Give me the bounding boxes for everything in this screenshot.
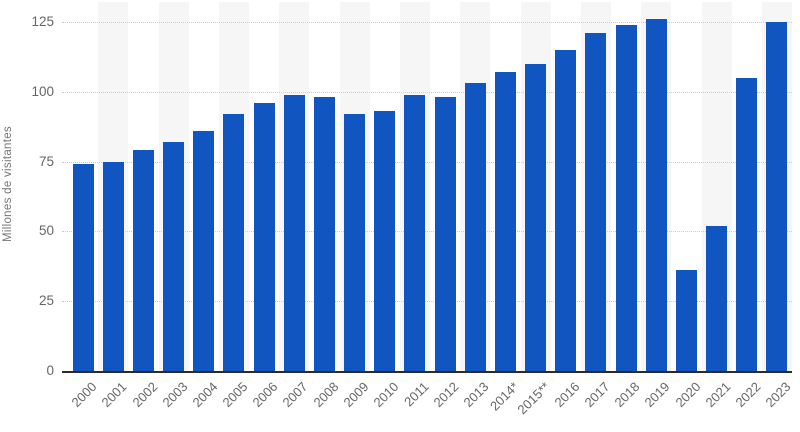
x-axis-tick-label: 2005 <box>219 379 251 411</box>
x-axis-tick-label: 2016 <box>551 379 583 411</box>
bar[interactable] <box>675 270 697 371</box>
y-axis-tick-label: 75 <box>38 153 54 169</box>
y-axis-tick-label: 25 <box>38 293 54 309</box>
bar[interactable] <box>434 97 456 371</box>
x-axis-tick-label: 2009 <box>340 379 372 411</box>
x-axis-tick-label: 2023 <box>762 379 794 411</box>
bar[interactable] <box>736 77 758 371</box>
bar[interactable] <box>706 225 728 371</box>
bar[interactable] <box>283 94 305 371</box>
x-axis-tick-label: 2001 <box>98 379 130 411</box>
bar[interactable] <box>193 130 215 371</box>
x-axis-line <box>62 371 792 373</box>
x-axis-tick-label: 2002 <box>128 379 161 411</box>
x-axis-tick-label: 2008 <box>309 379 342 411</box>
x-axis-tick-label: 2007 <box>279 379 311 411</box>
bar[interactable] <box>72 164 94 371</box>
gridline <box>62 231 792 233</box>
y-axis-tick-label: 0 <box>46 363 54 378</box>
bar[interactable] <box>102 161 124 371</box>
x-axis-tick-label: 2019 <box>641 379 673 411</box>
x-axis-tick-label: 2010 <box>370 379 402 411</box>
gridline <box>62 22 792 23</box>
bar[interactable] <box>464 83 486 371</box>
y-axis-tick-label: 100 <box>31 83 54 99</box>
x-axis-tick-label: 2015** <box>513 379 553 418</box>
bar[interactable] <box>344 114 366 371</box>
gridline <box>62 91 792 93</box>
bar[interactable] <box>374 111 396 371</box>
x-axis-tick-label: 2013 <box>460 379 492 411</box>
x-axis-tick-label: 2000 <box>68 379 100 411</box>
y-axis-title: Millones de visitantes <box>2 126 14 242</box>
bar[interactable] <box>253 102 275 371</box>
bar[interactable] <box>555 49 577 371</box>
bar[interactable] <box>766 22 788 371</box>
bar[interactable] <box>223 114 245 371</box>
bar[interactable] <box>585 33 607 371</box>
x-axis-tick-label: 2006 <box>249 379 281 411</box>
x-axis-tick-label: 2012 <box>430 379 462 411</box>
bar[interactable] <box>313 97 335 371</box>
bar[interactable] <box>615 24 637 371</box>
bar[interactable] <box>494 72 516 371</box>
bar[interactable] <box>163 142 185 371</box>
x-axis-tick-label: 2011 <box>401 379 432 410</box>
x-axis-tick-label: 2004 <box>189 379 221 411</box>
gridline <box>62 301 792 303</box>
bar[interactable] <box>404 94 426 371</box>
bar[interactable] <box>645 19 667 371</box>
x-axis-tick-label: 2020 <box>671 379 704 411</box>
gridline <box>62 161 792 163</box>
x-axis-tick-label: 2003 <box>159 379 191 411</box>
bar[interactable] <box>525 63 547 371</box>
x-axis-tick-label: 2018 <box>611 379 643 411</box>
x-axis-tick-label: 2021 <box>702 379 734 411</box>
x-axis-tick-label: 2022 <box>732 379 764 411</box>
y-axis-tick-label: 125 <box>31 14 54 29</box>
x-axis-tick-label: 2017 <box>581 379 613 411</box>
y-axis-tick-label: 50 <box>38 223 54 239</box>
bar[interactable] <box>132 150 154 371</box>
